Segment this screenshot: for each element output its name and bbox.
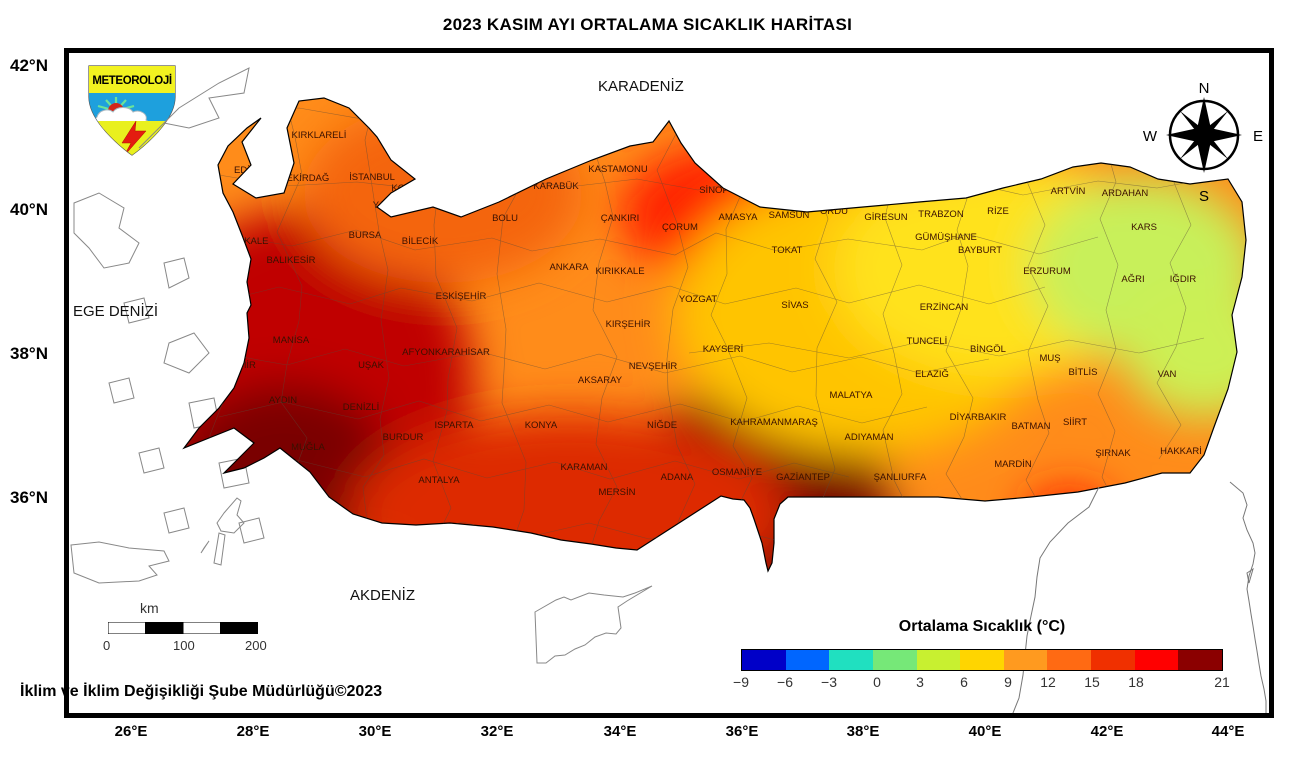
svg-text:EDİRNE: EDİRNE [234,165,270,176]
svg-text:MUŞ: MUŞ [1039,353,1060,364]
svg-text:KAHRAMANMARAŞ: KAHRAMANMARAŞ [730,417,818,428]
svg-text:ÇORUM: ÇORUM [662,222,698,233]
svg-text:AMASYA: AMASYA [719,212,759,223]
svg-text:ANTALYA: ANTALYA [418,475,460,486]
svg-text:BATMAN: BATMAN [1012,421,1051,432]
svg-text:ARDAHAN: ARDAHAN [1102,188,1149,199]
svg-text:KONYA: KONYA [525,420,558,431]
svg-text:RİZE: RİZE [987,206,1009,217]
svg-text:ISPARTA: ISPARTA [434,420,474,431]
svg-text:DÜZCE: DÜZCE [468,189,501,200]
svg-text:ŞIRNAK: ŞIRNAK [1095,448,1131,459]
svg-text:MANİSA: MANİSA [273,335,310,346]
svg-text:ADANA: ADANA [661,472,694,483]
svg-text:NİĞDE: NİĞDE [647,420,677,431]
svg-text:KASTAMONU: KASTAMONU [588,164,648,175]
svg-text:TEKİRDAĞ: TEKİRDAĞ [281,173,330,184]
svg-text:ORDU: ORDU [820,206,848,217]
svg-text:ANKARA: ANKARA [549,262,589,273]
svg-text:BURDUR: BURDUR [383,432,424,443]
svg-text:KIRŞEHİR: KIRŞEHİR [606,319,651,330]
svg-text:HATAY: HATAY [730,525,757,535]
svg-text:UŞAK: UŞAK [358,360,385,371]
svg-text:MUĞLA: MUĞLA [291,442,325,453]
svg-text:N: N [1199,80,1210,97]
svg-text:DİYARBAKIR: DİYARBAKIR [950,412,1007,423]
svg-text:NEVŞEHİR: NEVŞEHİR [629,361,678,372]
svg-text:ESKİŞEHİR: ESKİŞEHİR [436,291,487,302]
svg-text:SAKARYA: SAKARYA [428,200,473,211]
svg-text:İZMİR: İZMİR [230,360,256,371]
svg-text:BURSA: BURSA [349,230,382,241]
svg-text:W: W [1143,128,1158,145]
svg-text:S: S [1199,188,1209,205]
svg-text:TRABZON: TRABZON [918,209,964,220]
svg-text:KIRIKKALE: KIRIKKALE [595,266,644,277]
svg-text:AKSARAY: AKSARAY [578,375,623,386]
svg-text:BİNGÖL: BİNGÖL [970,344,1006,355]
svg-text:SİVAS: SİVAS [781,300,808,311]
svg-text:VAN: VAN [1158,369,1177,380]
svg-text:KIRKLARELİ: KIRKLARELİ [292,130,347,141]
svg-text:GAZİANTEP: GAZİANTEP [776,472,830,483]
svg-text:MALATYA: MALATYA [830,390,874,401]
svg-text:SİİRT: SİİRT [1063,417,1087,428]
svg-text:BALIKESİR: BALIKESİR [266,255,315,266]
svg-text:E: E [1253,128,1263,145]
svg-text:KOCAELİ: KOCAELİ [391,183,432,194]
svg-text:ZONGULDAK: ZONGULDAK [475,168,535,179]
svg-text:ADIYAMAN: ADIYAMAN [845,432,894,443]
svg-text:BİLECİK: BİLECİK [402,236,439,247]
svg-text:OSMANİYE: OSMANİYE [712,467,762,478]
svg-text:BİTLİS: BİTLİS [1068,367,1097,378]
svg-text:KARS: KARS [1131,222,1157,233]
svg-text:AĞRI: AĞRI [1121,274,1144,285]
svg-text:DENİZLİ: DENİZLİ [343,402,379,413]
svg-text:İSTANBUL: İSTANBUL [349,172,395,183]
svg-text:YALOVA: YALOVA [373,200,410,211]
svg-text:MERSİN: MERSİN [599,487,636,498]
svg-text:MARDİN: MARDİN [994,459,1032,470]
svg-text:IĞDIR: IĞDIR [1170,274,1197,285]
svg-text:ÇANAKKALE: ÇANAKKALE [211,236,268,247]
svg-text:ARTVİN: ARTVİN [1051,186,1086,197]
svg-text:BARTIN: BARTIN [544,153,579,164]
svg-text:ŞANLIURFA: ŞANLIURFA [874,472,927,483]
svg-text:KAYSERİ: KAYSERİ [703,344,743,355]
svg-text:ÇANKIRI: ÇANKIRI [601,213,640,224]
svg-text:KARAMAN: KARAMAN [561,462,608,473]
svg-text:SAMSUN: SAMSUN [769,210,810,221]
